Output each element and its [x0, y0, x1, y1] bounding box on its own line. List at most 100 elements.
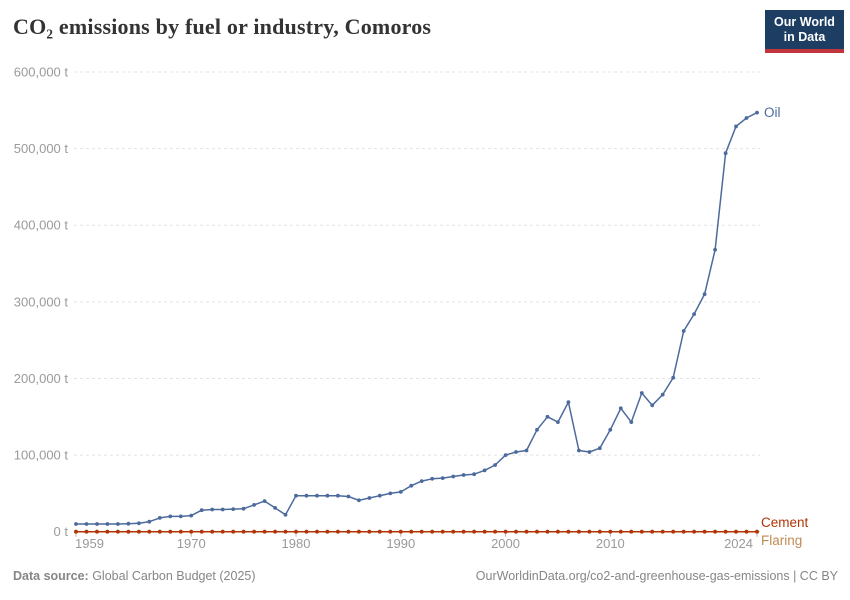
data-point-oil[interactable] [398, 490, 403, 494]
data-point-oil[interactable] [430, 476, 435, 481]
data-point-oil[interactable] [577, 448, 581, 453]
data-point-cement[interactable] [482, 529, 487, 534]
data-point-cement[interactable] [199, 529, 204, 534]
data-point-cement[interactable] [252, 529, 256, 534]
data-point-cement[interactable] [524, 529, 529, 534]
data-point-oil[interactable] [168, 514, 173, 519]
data-point-cement[interactable] [231, 529, 236, 534]
data-point-oil[interactable] [618, 406, 623, 411]
data-point-oil[interactable] [713, 247, 717, 252]
data-point-oil[interactable] [734, 124, 738, 129]
data-point-oil[interactable] [451, 474, 456, 479]
data-point-oil[interactable] [178, 514, 183, 519]
data-point-oil[interactable] [493, 463, 497, 467]
data-point-cement[interactable] [377, 529, 382, 534]
data-point-cement[interactable] [430, 529, 435, 534]
data-point-oil[interactable] [137, 521, 141, 526]
data-point-cement[interactable] [734, 529, 738, 534]
data-point-oil[interactable] [336, 493, 340, 498]
data-point-oil[interactable] [262, 499, 267, 503]
data-point-cement[interactable] [336, 529, 340, 534]
series-label-flaring[interactable]: Flaring [761, 533, 803, 548]
data-point-oil[interactable] [723, 151, 728, 156]
data-point-cement[interactable] [294, 529, 298, 534]
data-point-cement[interactable] [273, 529, 277, 534]
data-point-cement[interactable] [618, 529, 623, 534]
data-point-cement[interactable] [702, 529, 707, 534]
data-point-cement[interactable] [713, 529, 717, 534]
data-point-oil[interactable] [126, 521, 131, 526]
data-point-oil[interactable] [681, 329, 686, 333]
data-point-cement[interactable] [241, 529, 246, 534]
data-point-oil[interactable] [252, 503, 256, 507]
data-point-cement[interactable] [472, 529, 476, 534]
data-point-cement[interactable] [681, 529, 686, 534]
data-point-cement[interactable] [315, 529, 319, 534]
data-point-oil[interactable] [671, 375, 676, 380]
data-point-cement[interactable] [451, 529, 456, 534]
data-point-cement[interactable] [461, 529, 466, 534]
data-point-oil[interactable] [755, 110, 759, 115]
data-point-cement[interactable] [157, 529, 162, 534]
data-point-oil[interactable] [315, 493, 319, 498]
data-point-oil[interactable] [105, 522, 110, 526]
data-point-cement[interactable] [84, 529, 89, 534]
owid-logo[interactable]: Our World in Data [765, 10, 844, 53]
data-point-cement[interactable] [388, 529, 393, 534]
data-point-cement[interactable] [419, 529, 424, 534]
data-point-cement[interactable] [514, 529, 518, 534]
data-point-cement[interactable] [587, 529, 592, 534]
data-point-cement[interactable] [723, 529, 728, 534]
data-point-oil[interactable] [367, 496, 372, 500]
data-point-cement[interactable] [220, 529, 225, 534]
data-point-oil[interactable] [692, 312, 696, 316]
data-point-oil[interactable] [74, 522, 78, 526]
data-point-cement[interactable] [304, 529, 309, 534]
data-point-oil[interactable] [419, 479, 424, 483]
data-point-oil[interactable] [388, 491, 393, 496]
data-point-oil[interactable] [189, 513, 194, 518]
data-point-oil[interactable] [440, 476, 445, 480]
data-point-cement[interactable] [692, 529, 696, 534]
series-label-cement[interactable]: Cement [761, 515, 809, 530]
data-point-cement[interactable] [577, 529, 581, 534]
data-point-cement[interactable] [74, 529, 78, 534]
data-point-oil[interactable] [116, 522, 120, 526]
data-point-cement[interactable] [639, 529, 644, 534]
data-point-cement[interactable] [535, 529, 539, 534]
data-point-oil[interactable] [545, 414, 550, 419]
data-point-oil[interactable] [535, 427, 539, 432]
data-point-oil[interactable] [409, 483, 414, 488]
data-point-oil[interactable] [157, 516, 162, 520]
data-point-cement[interactable] [137, 529, 141, 534]
data-point-cement[interactable] [671, 529, 676, 534]
data-point-cement[interactable] [105, 529, 110, 534]
data-point-cement[interactable] [178, 529, 183, 534]
data-point-cement[interactable] [629, 529, 634, 534]
data-point-oil[interactable] [514, 450, 518, 454]
data-point-cement[interactable] [409, 529, 414, 534]
data-point-oil[interactable] [461, 473, 466, 477]
data-point-cement[interactable] [440, 529, 445, 534]
data-point-cement[interactable] [545, 529, 550, 534]
data-point-oil[interactable] [472, 472, 476, 477]
data-point-cement[interactable] [398, 529, 403, 534]
data-point-oil[interactable] [556, 420, 560, 424]
data-point-oil[interactable] [231, 507, 236, 511]
data-point-oil[interactable] [199, 508, 204, 513]
data-point-cement[interactable] [283, 529, 288, 534]
data-point-cement[interactable] [116, 529, 120, 534]
data-point-oil[interactable] [304, 493, 309, 498]
data-point-cement[interactable] [325, 529, 330, 534]
data-point-oil[interactable] [608, 427, 613, 432]
data-point-cement[interactable] [357, 529, 361, 534]
data-point-oil[interactable] [377, 493, 382, 498]
data-point-cement[interactable] [189, 529, 194, 534]
data-point-oil[interactable] [587, 450, 592, 454]
data-point-oil[interactable] [220, 507, 225, 512]
data-point-oil[interactable] [241, 506, 246, 511]
data-point-cement[interactable] [608, 529, 613, 534]
data-point-oil[interactable] [210, 507, 215, 512]
data-point-oil[interactable] [639, 391, 644, 395]
data-point-cement[interactable] [262, 529, 267, 534]
